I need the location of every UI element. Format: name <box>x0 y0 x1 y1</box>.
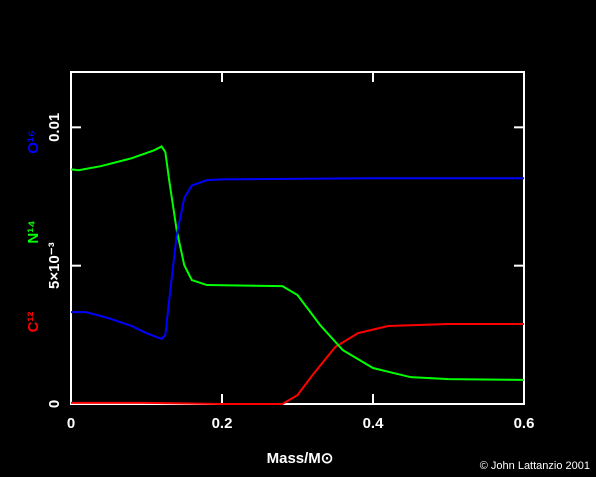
y-tick-label: 5×10⁻³ <box>46 242 63 289</box>
x-tick-label: 0.4 <box>363 415 385 432</box>
series-line <box>70 145 525 381</box>
x-tick-label: 0.6 <box>514 415 535 432</box>
credit: © John Lattanzio 2001 <box>480 460 590 472</box>
x-axis-label: Mass/M⊙ <box>267 450 334 467</box>
x-tick-label: 0 <box>67 415 75 432</box>
y-tick-label: 0.01 <box>46 113 63 142</box>
legend-label: C¹² <box>25 312 42 333</box>
series-line <box>71 323 524 405</box>
y-tick-label: 0 <box>46 400 63 408</box>
legend-label: O¹⁶ <box>25 130 42 154</box>
x-tick-label: 0.2 <box>212 415 233 432</box>
series-line <box>71 177 524 341</box>
plot-frame <box>70 71 525 405</box>
legend-label: N¹⁴ <box>25 220 42 243</box>
